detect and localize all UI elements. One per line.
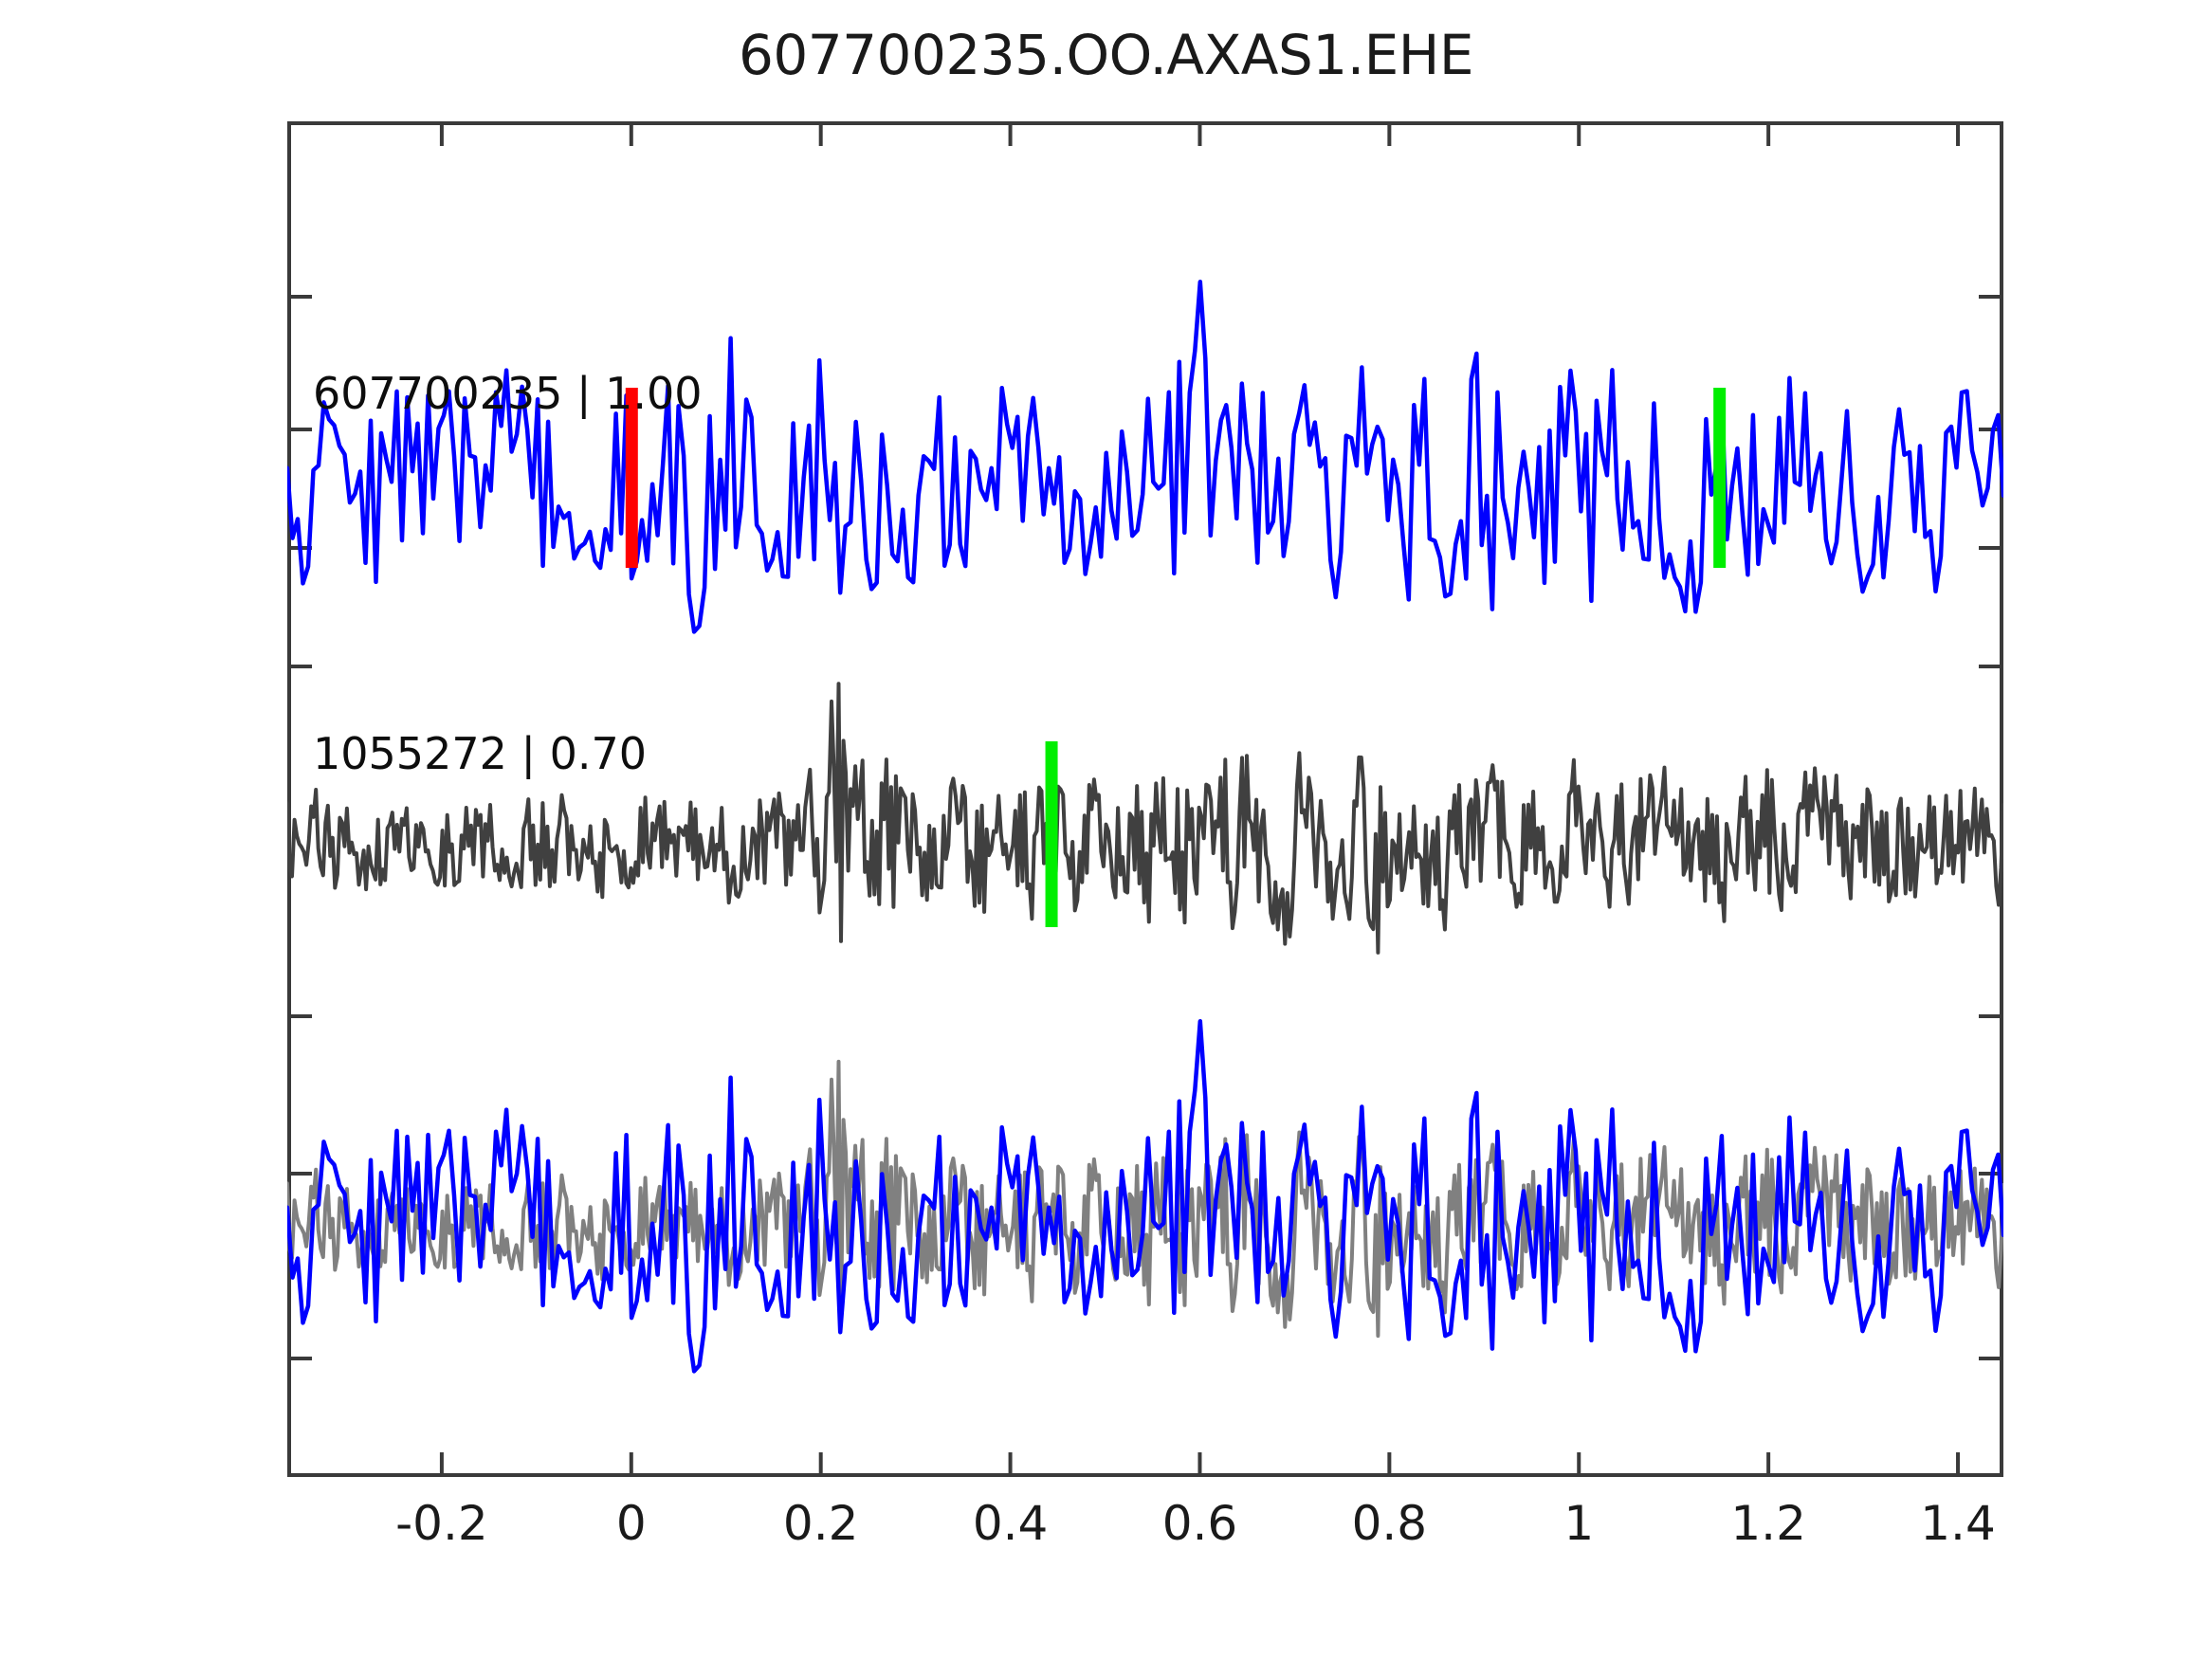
overlay-trace-blue <box>287 1019 2003 1374</box>
x-tick-label: 1 <box>1563 1496 1595 1551</box>
pick-marker-s <box>1045 741 1058 927</box>
x-tick-label: 0.6 <box>1161 1496 1238 1551</box>
x-tick-label: 0.2 <box>782 1496 859 1551</box>
x-tick-label: -0.2 <box>395 1496 488 1551</box>
trace-template-blue <box>287 280 2003 634</box>
pick-marker-s <box>1713 388 1727 568</box>
axis-ticks <box>287 121 2003 1477</box>
x-tick-label: 1.2 <box>1730 1496 1806 1551</box>
waveform-traces <box>287 280 2003 1374</box>
trace-label-template: 607700235 | 1.00 <box>313 368 703 419</box>
x-tick-label: 0.4 <box>972 1496 1049 1551</box>
trace-detection-gray <box>287 682 2003 955</box>
plot-canvas <box>287 121 2003 1477</box>
x-tick-label: 0 <box>615 1496 647 1551</box>
x-tick-label: 1.4 <box>1920 1496 1996 1551</box>
trace-label-detection: 1055272 | 0.70 <box>313 728 648 779</box>
pick-markers <box>625 388 1727 927</box>
x-tick-label: 0.8 <box>1351 1496 1428 1551</box>
pick-marker-p <box>625 388 638 568</box>
page-title: 607700235.OO.AXAS1.EHE <box>738 23 1474 87</box>
